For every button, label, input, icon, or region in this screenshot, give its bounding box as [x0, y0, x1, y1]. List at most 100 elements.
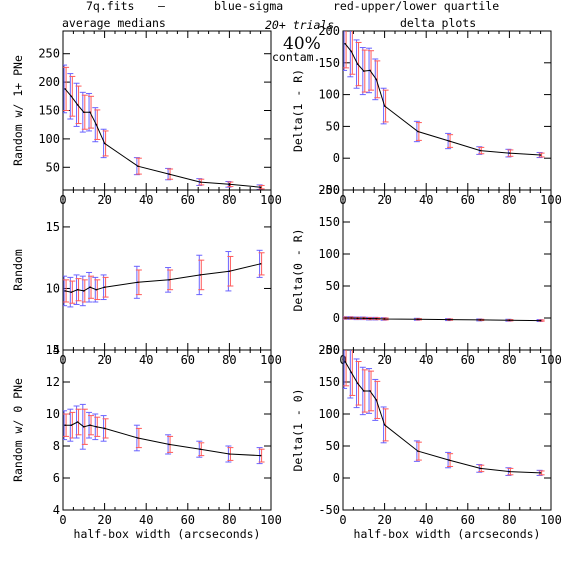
data-point — [479, 319, 482, 321]
median-line — [64, 88, 261, 188]
y-tick-label: 0 — [333, 311, 340, 325]
data-point — [103, 427, 106, 430]
data-point — [350, 50, 353, 53]
plot-frame — [342, 189, 552, 351]
x-tick-label: 60 — [181, 513, 195, 527]
y-tick-label: 14 — [46, 343, 60, 357]
data-point — [350, 371, 353, 374]
data-point — [64, 424, 66, 427]
data-point — [417, 318, 419, 321]
data-point — [168, 443, 170, 446]
data-point — [137, 437, 139, 439]
x-tick-label: 20 — [377, 513, 391, 527]
data-point — [89, 424, 91, 427]
y-tick-label: 100 — [38, 132, 60, 146]
plot-frame — [342, 349, 552, 511]
data-point — [356, 317, 359, 320]
median-line — [345, 317, 541, 322]
y-tick-label: 6 — [53, 471, 60, 485]
y-axis-label: Delta(1 - 0) — [291, 388, 305, 471]
data-point — [539, 472, 542, 474]
x-tick-label: 40 — [139, 513, 153, 527]
x-tick-label: 100 — [260, 513, 282, 527]
x-tick-label: 40 — [139, 353, 153, 367]
right-column-title: delta plots — [400, 16, 476, 30]
y-tick-label: 100 — [318, 407, 340, 421]
data-point — [350, 317, 353, 319]
y-tick-label: 200 — [318, 343, 340, 357]
y-axis-label: Random — [11, 249, 25, 291]
data-point — [95, 123, 98, 126]
x-axis-label: half-box width (arcseconds) — [74, 527, 261, 541]
x-tick-label: 100 — [540, 513, 562, 527]
x-tick-label: 60 — [181, 353, 195, 367]
data-point — [539, 154, 542, 156]
data-point — [89, 286, 91, 289]
x-tick-label: 20 — [97, 193, 111, 207]
x-tick-label: 20 — [97, 353, 111, 367]
y-tick-label: 200 — [38, 75, 60, 89]
data-point — [448, 459, 450, 461]
x-tick-label: 80 — [502, 513, 516, 527]
y-tick-label: 10 — [46, 281, 60, 295]
data-point — [479, 149, 482, 152]
data-point — [228, 183, 231, 186]
data-point — [375, 78, 378, 81]
data-point — [417, 130, 419, 133]
x-tick-label: 80 — [502, 193, 516, 207]
y-tick-label: 50 — [46, 160, 60, 174]
data-point — [259, 186, 262, 188]
plot-area — [343, 316, 545, 323]
data-point — [383, 424, 386, 426]
x-tick-label: 40 — [139, 193, 153, 207]
median-line — [344, 43, 541, 156]
x-tick-label: 80 — [502, 353, 516, 367]
y-tick-label: 100 — [318, 88, 340, 102]
data-point — [76, 104, 79, 106]
x-tick-label: 80 — [222, 513, 236, 527]
data-point — [228, 453, 231, 455]
y-axis-label: Random w/ 1+ PNe — [11, 55, 25, 166]
data-point — [508, 470, 511, 473]
y-tick-label: 15 — [46, 220, 60, 234]
median-line — [65, 421, 261, 457]
x-tick-label: 20 — [377, 353, 391, 367]
trials-label: 20+ trials — [265, 18, 334, 32]
data-point — [83, 290, 85, 292]
y-tick-label: -50 — [318, 343, 340, 357]
y-tick-label: 150 — [318, 375, 340, 389]
y-tick-label: -50 — [318, 183, 340, 197]
median-line — [344, 361, 541, 474]
y-tick-label: 4 — [53, 503, 60, 517]
x-tick-label: 40 — [419, 193, 433, 207]
x-tick-label: 20 — [97, 513, 111, 527]
y-tick-label: 50 — [326, 119, 340, 133]
data-point — [199, 274, 202, 276]
data-point — [83, 426, 85, 428]
contam-percent: 40% — [283, 34, 321, 54]
data-point — [137, 165, 139, 167]
data-point — [199, 448, 202, 451]
y-tick-label: 100 — [318, 247, 340, 261]
data-point — [228, 270, 231, 273]
y-tick-label: 200 — [318, 24, 340, 38]
data-point — [344, 360, 346, 363]
data-point — [70, 95, 73, 98]
x-tick-label: 0 — [59, 513, 66, 527]
plot-frame — [62, 349, 272, 511]
contam-label: contam. — [272, 50, 320, 64]
data-point — [64, 290, 66, 292]
y-tick-label: 150 — [38, 104, 60, 118]
x-tick-label: 60 — [461, 513, 475, 527]
data-point — [539, 319, 542, 322]
data-point — [363, 70, 365, 72]
x-tick-label: 60 — [181, 193, 195, 207]
plot-area — [63, 249, 265, 308]
plot-area — [63, 64, 265, 190]
blue-legend-label: blue-sigma — [214, 0, 283, 13]
y-tick-label: 0 — [333, 471, 340, 485]
